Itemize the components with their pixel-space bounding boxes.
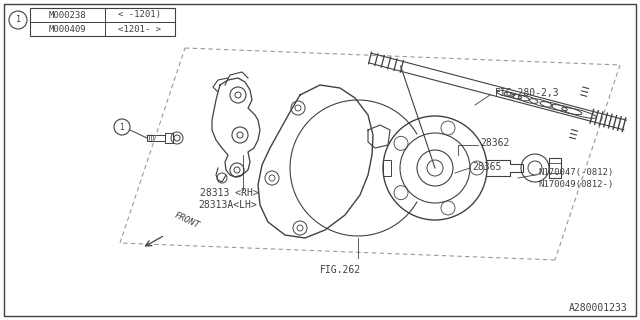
Bar <box>549 158 561 178</box>
Text: 1: 1 <box>120 123 124 132</box>
Text: FIG.280-2,3: FIG.280-2,3 <box>495 88 559 98</box>
Text: N170047(-0812): N170047(-0812) <box>538 167 613 177</box>
Text: A280001233: A280001233 <box>569 303 628 313</box>
Bar <box>165 133 173 143</box>
Text: FIG.262: FIG.262 <box>319 265 360 275</box>
Text: M000238: M000238 <box>48 11 86 20</box>
Bar <box>383 160 391 176</box>
Text: 28365: 28365 <box>472 162 501 172</box>
Text: 28313A<LH>: 28313A<LH> <box>198 200 257 210</box>
Text: 28362: 28362 <box>480 138 509 148</box>
Text: 1: 1 <box>15 15 20 25</box>
Bar <box>147 135 165 141</box>
Bar <box>30 8 175 36</box>
Text: N170049(0812-): N170049(0812-) <box>538 180 613 188</box>
Text: FRONT: FRONT <box>173 211 201 230</box>
Text: M000409: M000409 <box>48 25 86 34</box>
Text: <1201- >: <1201- > <box>118 25 161 34</box>
Text: 28313 <RH>: 28313 <RH> <box>200 188 259 198</box>
Text: < -1201): < -1201) <box>118 11 161 20</box>
